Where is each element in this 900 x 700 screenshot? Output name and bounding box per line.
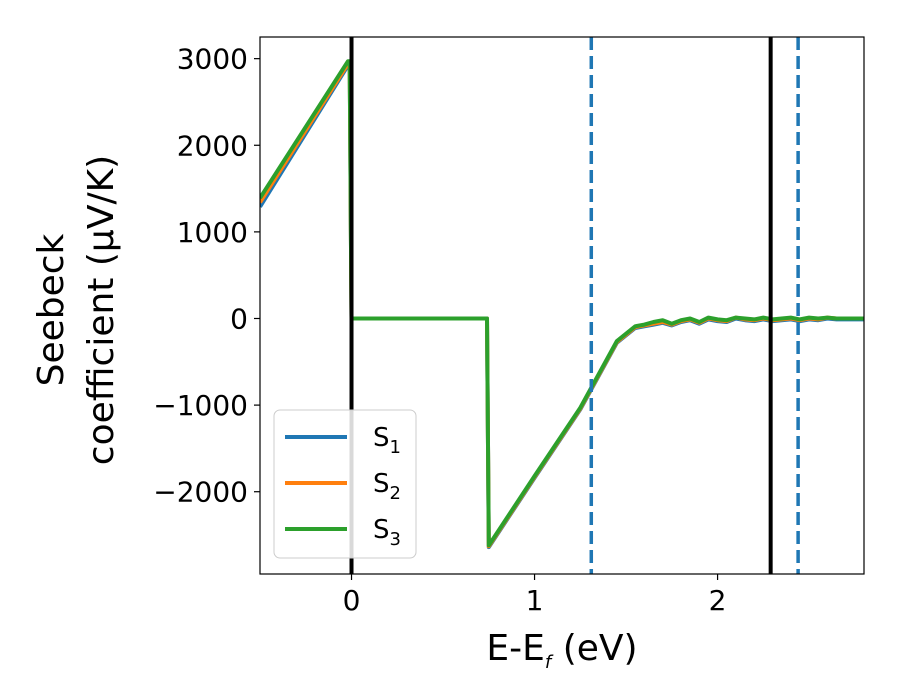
x-axis-title-subscript: f [545, 652, 554, 673]
legend-label-1: S1 [373, 423, 401, 458]
y-tick-label-1: −1000 [153, 389, 248, 422]
series-line-3 [260, 59, 864, 548]
y-tick-label-4: 2000 [177, 129, 248, 162]
y-tick-label-3: 1000 [177, 216, 248, 249]
x-axis-title-unit: (eV) [551, 628, 637, 669]
plot-frame [259, 36, 865, 575]
y-axis-title-line1: Seebeck [31, 233, 72, 386]
y-tick-label-2: 0 [230, 302, 248, 335]
x-tick-label-0: 0 [343, 584, 361, 617]
y-axis-title-line2: coefficient (μV/K) [81, 155, 122, 465]
x-axis: 0 1 2 [343, 574, 727, 617]
legend-label-3: S3 [373, 515, 401, 550]
legend: S1 S2 S3 [273, 409, 417, 559]
x-axis-title-main: E-E [486, 628, 544, 669]
y-tick-label-5: 3000 [177, 43, 248, 76]
y-tick-label-0: −2000 [153, 476, 248, 509]
x-axis-title: E-Ef (eV) [486, 628, 637, 673]
y-axis-title: Seebeck coefficient (μV/K) [31, 155, 122, 465]
x-tick-label-1: 1 [526, 584, 544, 617]
y-axis: −2000 −1000 0 1000 2000 3000 [153, 43, 260, 509]
x-tick-label-2: 2 [709, 584, 727, 617]
legend-label-2: S2 [373, 469, 401, 504]
series-group [260, 59, 864, 550]
